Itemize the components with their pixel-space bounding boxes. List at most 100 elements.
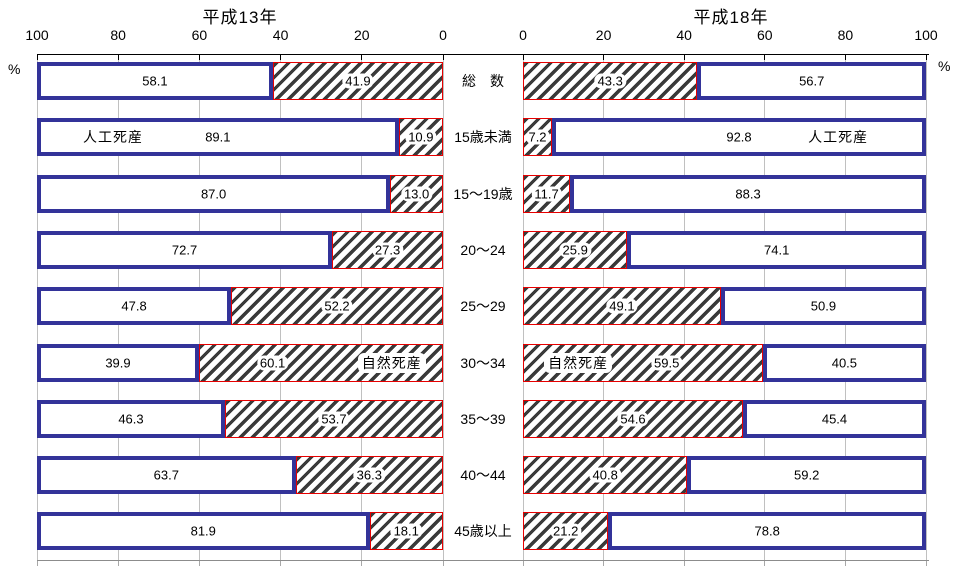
bar-artificial-stillbirth: 78.8 [608,512,926,551]
value-label: 39.9 [105,355,131,370]
axis-tick [280,54,282,60]
bar-artificial-stillbirth: 56.7 [697,62,926,100]
age-group-label: 40〜44 [460,467,506,484]
bar-artificial-stillbirth: 88.3 [570,174,926,213]
top-axis-line [37,54,929,55]
value-label: 43.3 [594,73,626,89]
bar-artificial-stillbirth: 50.9 [720,287,926,326]
value-label: 52.2 [321,298,353,314]
bottom-tick [603,561,605,566]
value-label: 53.7 [318,411,350,427]
axis-tick [764,54,766,60]
value-label: 45.4 [821,411,848,427]
bar-natural-stillbirth: 40.8 [523,456,688,495]
axis-tick [36,54,38,60]
value-label: 27.3 [371,242,404,258]
bar-artificial-stillbirth: 63.7 [37,456,296,495]
bar-artificial-stillbirth: 81.9 [37,512,370,551]
bottom-tick [36,561,38,566]
bottom-tick [117,561,119,566]
bar-artificial-stillbirth: 74.1 [627,230,926,269]
value-label: 54.6 [617,411,649,427]
bar-artificial-stillbirth: 92.8 [552,118,926,157]
axis-tick-label: 60 [757,27,773,43]
bar-natural-stillbirth: 49.1 [523,287,721,326]
series-annotation-label: 自然死産 [357,352,426,373]
bar-natural-stillbirth: 18.1 [369,512,443,551]
axis-tick-label: 100 [914,27,938,43]
bottom-tick [198,561,200,566]
bottom-tick [361,561,363,566]
axis-tick [603,54,605,60]
value-label: 25.9 [559,242,591,258]
value-label: 7.2 [525,129,550,145]
value-label: 89.1 [205,129,231,145]
age-group-label: 35〜39 [460,410,506,427]
axis-tick-label: 80 [837,27,854,43]
bar-artificial-stillbirth: 40.5 [762,343,926,382]
value-label: 63.7 [153,467,179,483]
value-label: 56.7 [799,73,825,89]
bar-natural-stillbirth: 53.7 [224,399,443,438]
bar-natural-stillbirth: 25.9 [523,230,628,269]
age-group-label: 15〜19歳 [453,185,513,202]
axis-tick [522,54,524,60]
axis-tick-label: 20 [595,27,612,43]
axis-tick [844,54,846,60]
age-group-label: 30〜34 [460,354,506,371]
axis-tick [683,54,685,60]
value-label: 74.1 [764,242,790,258]
age-group-label: 総 数 [462,73,504,89]
age-group-label: 25〜29 [460,298,506,315]
bar-artificial-stillbirth: 89.1 [37,118,399,157]
value-label: 18.1 [390,523,422,539]
value-label: 13.0 [400,186,433,202]
bar-natural-stillbirth: 7.2 [523,118,553,157]
percent-label-left: % [8,61,21,77]
bar-natural-stillbirth: 21.2 [523,512,609,551]
value-label: 60.1 [256,355,289,370]
bar-natural-stillbirth: 54.6 [523,399,744,438]
axis-tick [925,54,927,60]
axis-tick-label: 60 [191,27,208,43]
value-label: 78.8 [754,523,780,539]
bar-artificial-stillbirth: 59.2 [687,456,926,495]
value-label: 10.9 [405,129,437,145]
axis-tick-label: 80 [110,27,126,43]
bar-natural-stillbirth: 13.0 [390,174,443,213]
age-group-label: 20〜24 [460,241,506,258]
age-group-label: 45歳以上 [454,523,512,540]
bar-artificial-stillbirth: 46.3 [37,399,225,438]
series-annotation-label: 人工死産 [82,129,143,146]
value-label: 88.3 [735,186,761,202]
axis-tick-label: 0 [519,27,527,43]
axis-tick-label: 0 [439,27,447,43]
value-label: 92.8 [726,129,752,145]
value-label: 46.3 [118,411,144,427]
bottom-tick [764,561,766,566]
age-group-label: 15歳未満 [454,129,512,146]
value-label: 59.2 [794,467,820,483]
bottom-tick [522,561,524,566]
value-label: 59.5 [651,355,683,370]
bar-artificial-stillbirth: 39.9 [37,343,199,382]
bar-artificial-stillbirth: 58.1 [37,62,273,100]
value-label: 40.8 [589,467,621,483]
gridline [442,55,444,560]
bar-natural-stillbirth: 10.9 [398,118,443,157]
panel-title-heisei18: 平成18年 [693,8,769,27]
bar-natural-stillbirth: 11.7 [523,174,571,213]
value-label: 72.7 [171,242,198,258]
bar-artificial-stillbirth: 72.7 [37,230,333,269]
axis-tick [198,54,200,60]
value-label: 41.9 [342,73,374,89]
axis-tick [361,54,363,60]
bar-artificial-stillbirth: 47.8 [37,287,232,326]
value-label: 21.2 [550,523,582,539]
axis-tick-label: 100 [25,27,49,43]
value-label: 50.9 [810,298,837,314]
bar-natural-stillbirth: 52.2 [231,287,443,326]
panel-title-heisei13: 平成13年 [202,8,278,27]
gridline [925,55,927,560]
